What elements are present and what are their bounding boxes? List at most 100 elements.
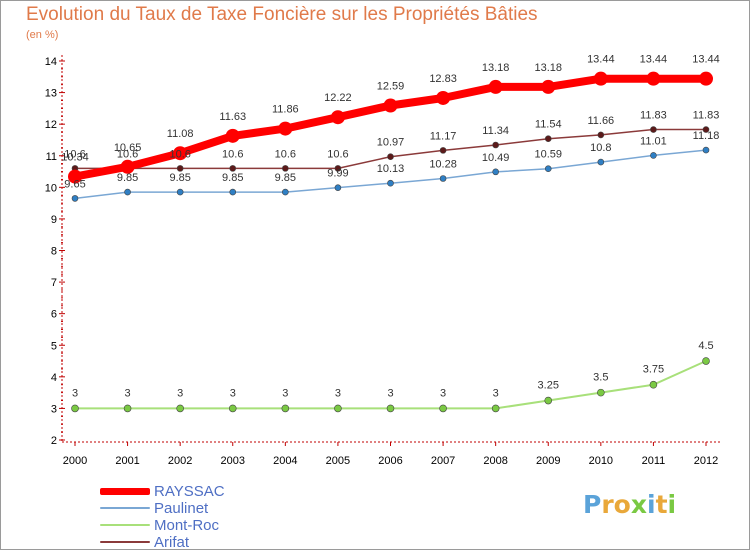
legend-swatch — [100, 524, 150, 526]
y-tick-label: 9 — [51, 214, 57, 226]
data-label-arifat: 11.66 — [587, 115, 614, 127]
data-point-mont-roc — [71, 404, 79, 413]
chart-title: Evolution du Taux de Taxe Foncière sur l… — [26, 4, 538, 25]
data-label-mont-roc: 3 — [440, 387, 446, 399]
data-label-paulinet: 9.85 — [275, 172, 296, 184]
data-point-paulinet — [544, 165, 552, 172]
data-point-paulinet — [492, 168, 499, 176]
legend-swatch — [100, 541, 150, 543]
legend-swatch — [100, 507, 150, 509]
y-tick-label: 5 — [51, 340, 57, 352]
data-point-mont-roc — [176, 404, 184, 413]
data-label-paulinet: 9.65 — [64, 178, 85, 190]
data-label-mont-roc: 3 — [230, 387, 236, 399]
x-tick-label: 2009 — [536, 455, 560, 467]
data-point-arifat — [176, 165, 184, 172]
data-label-paulinet: 10.59 — [534, 149, 562, 161]
y-tick-label: 8 — [51, 246, 57, 258]
y-tick-label: 14 — [45, 56, 57, 68]
data-point-rayssac — [699, 71, 713, 86]
legend-label: Paulinet — [154, 500, 209, 517]
logo-letter: P — [583, 490, 602, 519]
data-label-rayssac: 12.83 — [429, 73, 457, 85]
data-label-rayssac: 13.44 — [692, 54, 720, 66]
data-label-arifat: 10.97 — [377, 137, 405, 149]
legend-item-rayssac: RAYSSAC — [100, 483, 320, 500]
y-tick-label: 13 — [45, 88, 57, 100]
data-point-mont-roc — [544, 396, 553, 405]
x-tick-label: 2005 — [326, 455, 350, 467]
data-labels: 3 3 3 3 3 3 3 3 3 3.25 3.5 3.75 4.5 9.65 9.85 9.85 9.85 9… — [61, 54, 720, 400]
data-label-mont-roc: 3 — [177, 387, 183, 399]
data-point-paulinet — [176, 188, 184, 196]
data-label-rayssac: 13.18 — [534, 62, 562, 74]
data-point-arifat — [282, 165, 289, 172]
data-label-mont-roc: 3.75 — [643, 364, 664, 376]
proxiti-logo: Proxiti — [583, 490, 676, 519]
x-tick-label: 2011 — [642, 455, 666, 467]
data-point-rayssac — [68, 169, 82, 184]
data-label-mont-roc: 3 — [72, 387, 78, 399]
x-tick-label: 2008 — [483, 455, 507, 467]
data-point-paulinet — [439, 175, 447, 182]
data-label-paulinet: 9.85 — [169, 172, 190, 184]
data-label-rayssac: 11.86 — [272, 104, 299, 116]
data-point-paulinet — [229, 188, 237, 196]
data-label-rayssac: 13.44 — [587, 54, 615, 66]
legend-item-paulinet: Paulinet — [100, 500, 320, 517]
data-label-arifat: 10.6 — [64, 148, 85, 160]
data-point-paulinet — [650, 152, 657, 159]
data-point-arifat — [229, 165, 237, 172]
data-label-arifat: 10.6 — [275, 148, 296, 160]
data-point-mont-roc — [702, 357, 710, 365]
data-label-rayssac: 10.65 — [114, 142, 142, 154]
data-label-arifat: 10.6 — [327, 148, 348, 160]
data-point-mont-roc — [228, 404, 237, 413]
data-label-arifat: 10.6 — [117, 148, 138, 160]
x-tick-label: 2003 — [221, 455, 245, 467]
legend-label: Arifat — [154, 534, 190, 551]
legend-label: Mont-Roc — [154, 517, 220, 534]
legend-swatch — [100, 487, 150, 495]
x-tick-label: 2010 — [589, 455, 613, 467]
data-point-rayssac — [593, 71, 608, 86]
data-point-mont-roc — [649, 380, 658, 389]
data-point-arifat — [544, 135, 552, 142]
data-point-rayssac — [488, 79, 503, 94]
x-tick-label: 2012 — [694, 455, 718, 467]
logo-letter: i — [667, 490, 677, 519]
data-label-paulinet: 10.28 — [429, 158, 457, 170]
data-point-rayssac — [120, 159, 135, 174]
legend-item-mont-roc: Mont-Roc — [100, 517, 320, 534]
data-point-rayssac — [225, 128, 240, 143]
data-label-arifat: 10.6 — [169, 148, 190, 160]
data-label-paulinet: 10.49 — [482, 152, 510, 164]
data-label-rayssac: 12.59 — [377, 81, 405, 93]
y-tick-label: 10 — [45, 182, 57, 194]
y-tick-label: 11 — [46, 151, 57, 163]
data-label-paulinet: 9.99 — [327, 168, 348, 180]
data-label-arifat: 11.54 — [535, 119, 562, 131]
data-point-mont-roc — [281, 404, 290, 413]
x-tick-label: 2004 — [273, 455, 297, 467]
x-tick-label: 2002 — [168, 455, 192, 467]
axes: 2 3 4 5 6 7 8 9 10 11 12 13 14 2000 2001 2002 2003 2004 20… — [45, 55, 720, 467]
y-tick-label: 2 — [51, 435, 57, 447]
data-point-rayssac — [278, 121, 293, 136]
data-label-rayssac: 12.22 — [324, 92, 352, 104]
x-tick-label: 2007 — [431, 455, 455, 467]
data-label-paulinet: 11.18 — [693, 130, 720, 142]
data-point-mont-roc — [597, 388, 605, 397]
logo-letter: o — [613, 490, 631, 519]
data-point-paulinet — [334, 184, 342, 191]
data-point-mont-roc — [123, 404, 132, 413]
data-label-paulinet: 10.8 — [590, 142, 611, 154]
y-tick-label: 12 — [45, 119, 57, 131]
data-label-mont-roc: 3 — [125, 387, 131, 399]
data-point-rayssac — [646, 71, 661, 86]
logo-letter: t — [655, 490, 668, 519]
data-point-paulinet — [71, 195, 79, 202]
data-label-paulinet: 11.01 — [640, 135, 667, 147]
